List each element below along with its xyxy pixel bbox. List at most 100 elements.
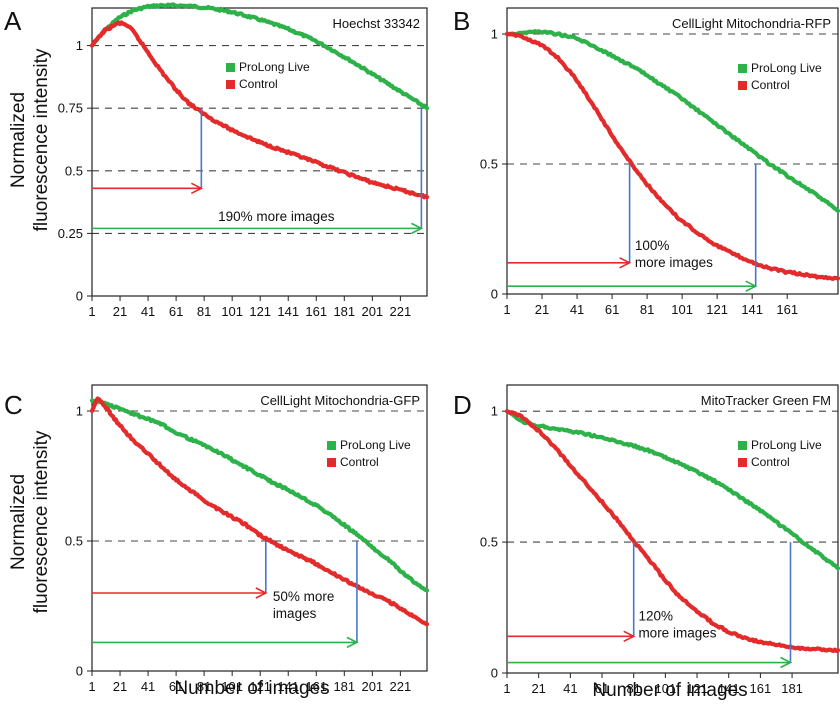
x-tick-label: 141 (277, 679, 299, 694)
x-tick-label: 41 (563, 681, 577, 696)
legend-label: ProLong Live (340, 438, 411, 452)
annotation-text: 190% more images (218, 209, 335, 224)
legend-swatch (738, 64, 747, 73)
arrow-head (623, 630, 636, 643)
x-tick-label: 41 (141, 304, 155, 319)
panel-letter: C (4, 390, 23, 420)
x-tick-label: 61 (595, 681, 609, 696)
ylabel-top-line2: fluorescence intensity (31, 48, 52, 231)
panel-d: D00.511 21 41 61 81 101 121 141 161 181MitoTracke… (453, 384, 840, 696)
legend-swatch (226, 80, 235, 89)
y-tick-label: 0 (76, 289, 83, 304)
legend-swatch (738, 458, 747, 467)
series-line-prolong-live (504, 409, 840, 571)
annotation-text: more images (638, 626, 716, 641)
legend-swatch (738, 441, 747, 450)
panel-letter: B (453, 6, 470, 36)
x-tick-label: 161 (776, 302, 798, 317)
x-tick-label: 121 (686, 681, 708, 696)
y-tick-label: 0 (491, 287, 498, 302)
series-line-prolong-live (89, 398, 430, 593)
x-tick-label: 1 (88, 679, 95, 694)
y-tick-label: 0.75 (58, 101, 83, 116)
x-tick-label: 101 (221, 679, 243, 694)
x-tick-label: 1 (503, 681, 510, 696)
panel-title: CellLight Mitochondria-RFP (672, 16, 831, 31)
x-tick-label: 81 (197, 304, 211, 319)
annotation-text: 50% more (273, 589, 335, 604)
series-line-control (89, 20, 430, 200)
x-tick-label: 121 (249, 679, 271, 694)
x-tick-label: 61 (169, 679, 183, 694)
ylabel-bottom-line2: fluorescence intensity (31, 430, 52, 613)
x-tick-label: 201 (361, 304, 383, 319)
panel-letter: D (453, 390, 472, 420)
x-tick-label: 1 (503, 302, 510, 317)
arrow-head (255, 587, 268, 599)
x-tick-label: 21 (113, 679, 127, 694)
plot-frame (506, 7, 839, 295)
x-tick-label: 141 (741, 302, 763, 317)
legend-swatch (738, 81, 747, 90)
legend-swatch (226, 63, 235, 72)
arrow-head (346, 636, 359, 649)
x-tick-label: 21 (113, 304, 127, 319)
annotation-text: 120% (638, 609, 673, 624)
x-tick-label: 221 (390, 679, 412, 694)
x-tick-label: 101 (221, 304, 243, 319)
arrow-head (780, 656, 793, 669)
x-tick-label: 161 (750, 681, 772, 696)
panel-title: MitoTracker Green FM (701, 393, 831, 408)
series-line-prolong-live (504, 29, 840, 213)
plot-frame (91, 7, 428, 297)
series-line-control (89, 396, 430, 627)
legend-label: ProLong Live (751, 61, 822, 75)
y-tick-label: 0.25 (58, 226, 83, 241)
x-tick-label: 81 (626, 681, 640, 696)
x-tick-label: 221 (390, 304, 412, 319)
x-tick-label: 41 (570, 302, 584, 317)
x-tick-label: 21 (535, 302, 549, 317)
series-line-prolong-live (89, 2, 430, 111)
x-tick-label: 21 (531, 681, 545, 696)
legend-label: Control (751, 455, 790, 469)
plot-frame (506, 384, 839, 674)
plot-frame (91, 384, 428, 672)
x-tick-label: 101 (671, 302, 693, 317)
x-tick-label: 61 (169, 304, 183, 319)
x-tick-label: 81 (640, 302, 654, 317)
arrow-head (411, 222, 424, 235)
x-tick-label: 81 (197, 679, 211, 694)
arrow-head (745, 280, 758, 292)
x-tick-label: 141 (277, 304, 299, 319)
arrow-head (190, 182, 204, 195)
x-tick-label: 41 (141, 679, 155, 694)
y-tick-label: 1 (76, 38, 83, 53)
x-tick-label: 161 (305, 304, 327, 319)
legend-label: Control (340, 455, 379, 469)
legend-label: ProLong Live (239, 60, 310, 74)
x-tick-label: 121 (249, 304, 271, 319)
x-tick-label: 201 (361, 679, 383, 694)
annotation-text: images (273, 606, 317, 621)
x-tick-label: 181 (333, 679, 355, 694)
y-tick-label: 1 (491, 27, 498, 42)
ylabel-top-line1: Normalized (8, 92, 29, 188)
panel-title: Hoechst 33342 (333, 16, 420, 31)
x-tick-label: 121 (706, 302, 728, 317)
y-tick-label: 0 (491, 666, 498, 681)
x-tick-label: 181 (333, 304, 355, 319)
annotation-text: 100% (635, 238, 670, 253)
legend-label: Control (751, 78, 790, 92)
arrow-head (619, 257, 632, 269)
xlabel-left: Number of images (174, 678, 329, 699)
legend-label: ProLong Live (751, 438, 822, 452)
y-tick-label: 0.5 (480, 535, 498, 550)
annotation-text: more images (635, 255, 713, 270)
ylabel-bottom-line1: Normalized (8, 474, 29, 570)
series-line-control (504, 409, 840, 653)
legend-swatch (327, 458, 336, 467)
